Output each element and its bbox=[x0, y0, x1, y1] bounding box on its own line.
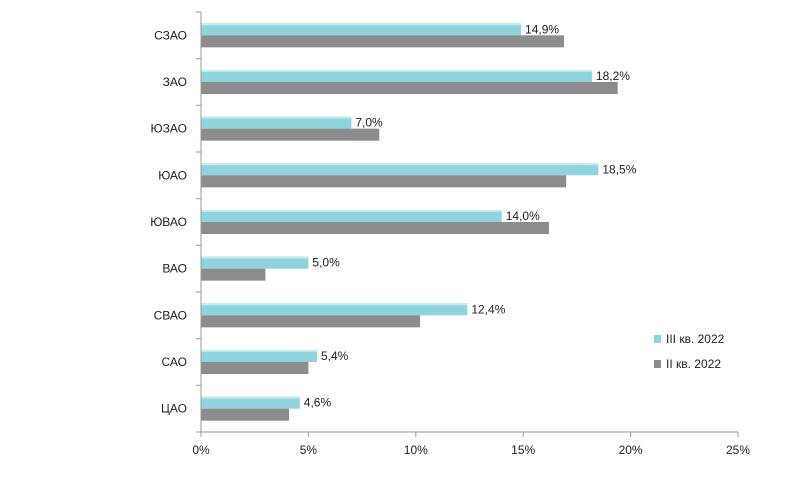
bar-series-1 bbox=[201, 23, 522, 36]
bar-highlight bbox=[201, 116, 352, 119]
category-label: САО bbox=[162, 355, 187, 369]
category-labels: СЗАО ЗАО ЮЗАО ЮАО ЮВАО ВАО СВАО САО ЦАО bbox=[150, 28, 187, 415]
data-label: 12,4% bbox=[471, 302, 505, 316]
bar-series-2 bbox=[201, 175, 567, 188]
x-tick-label: 20% bbox=[619, 443, 643, 457]
data-label: 5,4% bbox=[321, 349, 349, 363]
category-label: ЗАО bbox=[163, 75, 187, 89]
data-label: 5,0% bbox=[312, 256, 340, 270]
x-tick-label: 10% bbox=[404, 443, 428, 457]
bars bbox=[201, 23, 618, 421]
bar-series-2 bbox=[201, 362, 309, 374]
legend-label-series-1: III кв. 2022 bbox=[666, 332, 725, 346]
bar-highlight bbox=[201, 350, 317, 352]
legend-label-series-2: II кв. 2022 bbox=[666, 357, 721, 371]
bar-highlight bbox=[201, 70, 592, 72]
bar-series-2 bbox=[201, 315, 421, 328]
category-label: СЗАО bbox=[154, 28, 187, 42]
bar-series-2 bbox=[201, 128, 380, 141]
bar-series-1 bbox=[201, 256, 309, 269]
bar-series-2 bbox=[201, 408, 290, 421]
bar-highlight bbox=[201, 23, 522, 26]
bar-series-2 bbox=[201, 222, 549, 234]
data-label: 18,2% bbox=[596, 69, 630, 83]
x-axis-ticks bbox=[196, 11, 739, 437]
bar-highlight bbox=[201, 396, 300, 399]
category-label: ЮВАО bbox=[150, 215, 187, 229]
bar-series-1 bbox=[201, 210, 502, 222]
x-axis-tick-labels: 0% 5% 10% 15% 20% 25% bbox=[192, 443, 750, 457]
legend-swatch-series-1 bbox=[654, 335, 661, 343]
legend-swatch-series-2 bbox=[654, 360, 661, 368]
x-tick-label: 25% bbox=[726, 443, 750, 457]
category-label: ЮАО bbox=[158, 168, 187, 182]
bar-series-1 bbox=[201, 116, 352, 129]
bar-series-1 bbox=[201, 350, 317, 362]
data-label: 18,5% bbox=[602, 162, 636, 176]
bar-series-1 bbox=[201, 163, 599, 176]
category-label: СВАО bbox=[154, 308, 187, 322]
category-label: ЦАО bbox=[161, 402, 187, 416]
bar-highlight bbox=[201, 303, 468, 306]
bar-series-2 bbox=[201, 35, 565, 48]
bar-series-2 bbox=[201, 268, 266, 281]
bar-series-1 bbox=[201, 70, 592, 82]
category-label: ЮЗАО bbox=[151, 122, 187, 136]
data-label: 7,0% bbox=[355, 116, 383, 130]
data-labels: 14,9% 18,2% 7,0% 18,5% 14,0% 5,0% 12,4% 5,4% 4,6… bbox=[304, 22, 637, 409]
data-label: 14,0% bbox=[506, 209, 540, 223]
bar-series-1 bbox=[201, 303, 468, 316]
legend: III кв. 2022 II кв. 2022 bbox=[654, 332, 725, 371]
bar-series-1 bbox=[201, 396, 300, 409]
x-tick-label: 5% bbox=[300, 443, 318, 457]
data-label: 14,9% bbox=[525, 22, 559, 36]
data-label: 4,6% bbox=[304, 396, 332, 410]
x-tick-label: 15% bbox=[511, 443, 535, 457]
category-label: ВАО bbox=[162, 262, 187, 276]
bar-series-2 bbox=[201, 82, 618, 94]
bar-highlight bbox=[201, 163, 599, 166]
bar-highlight bbox=[201, 210, 502, 212]
bar-highlight bbox=[201, 256, 309, 259]
x-tick-label: 0% bbox=[192, 443, 210, 457]
